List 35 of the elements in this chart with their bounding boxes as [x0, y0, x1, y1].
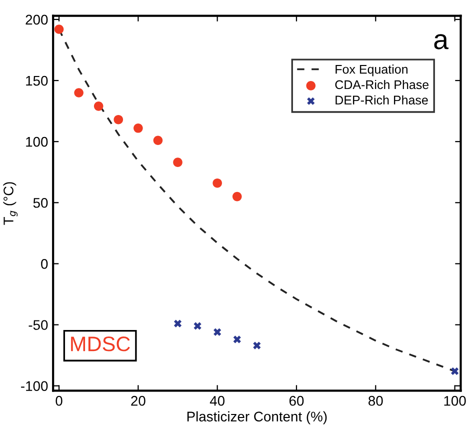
- y-tick-label: -100: [21, 381, 48, 391]
- y-axis-title: T$_{g}$ (°C): [3, 182, 18, 225]
- point: [233, 336, 241, 344]
- y-tick-label: 200: [26, 14, 48, 25]
- legend-label: Fox Equation: [336, 64, 408, 76]
- legend-label: DEP-Rich Phase: [336, 95, 428, 105]
- x-tick-label: 0: [56, 396, 62, 406]
- x-tick-label: 20: [131, 396, 146, 406]
- x-tick-label: 100: [444, 396, 466, 406]
- point: [54, 24, 64, 34]
- annotation: a: [434, 34, 448, 50]
- point: [212, 178, 222, 188]
- y-tick-label: -50: [28, 320, 48, 330]
- y-tick-label: 100: [26, 136, 48, 147]
- point: [194, 322, 202, 330]
- point: [450, 367, 459, 375]
- x-tick-label: 80: [368, 396, 383, 406]
- point: [134, 123, 143, 133]
- point: [114, 114, 124, 124]
- x-tick-label: 60: [289, 396, 304, 406]
- point: [174, 320, 182, 328]
- point: [74, 88, 84, 98]
- point: [153, 136, 163, 146]
- point: [214, 328, 222, 336]
- y-tick-label: 150: [26, 76, 48, 86]
- legend-label: CDA-Rich Phase: [335, 80, 429, 90]
- point: [94, 102, 104, 111]
- annotation: MDSC: [71, 336, 130, 352]
- x-tick-label: 40: [210, 396, 225, 406]
- point: [232, 192, 242, 202]
- y-tick-label: 50: [33, 198, 48, 208]
- x-axis-title: Plasticizer Content (%): [187, 411, 327, 424]
- y-tick-label: 0: [41, 259, 48, 269]
- point: [173, 158, 182, 167]
- point: [253, 342, 261, 350]
